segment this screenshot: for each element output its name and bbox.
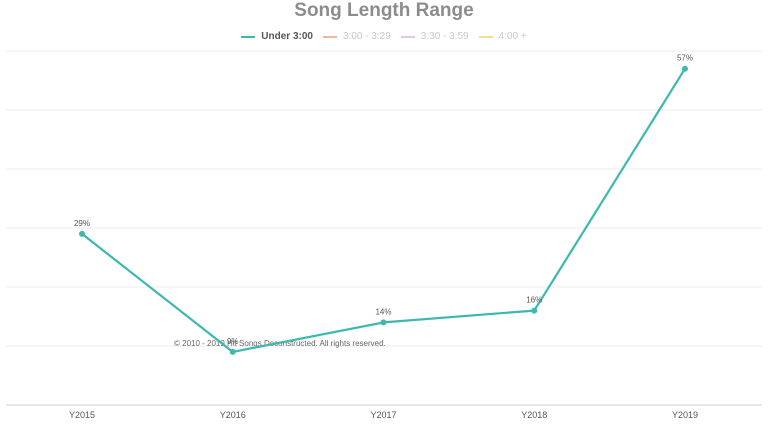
data-point[interactable]	[531, 307, 538, 314]
legend-item-under-3-00[interactable]: Under 3:00	[241, 30, 313, 44]
chart-legend: Under 3:00 3:00 - 3:29 3:30 - 3:59 4:00 …	[0, 30, 768, 44]
legend-label: 4:00 +	[498, 31, 527, 42]
x-tick-label: Y2016	[220, 410, 246, 420]
data-label: 29%	[74, 219, 90, 228]
x-tick-label: Y2018	[521, 410, 547, 420]
legend-swatch-3-30-3-59	[400, 36, 415, 38]
legend-item-3-30-3-59[interactable]: 3:30 - 3:59	[400, 30, 469, 44]
data-point[interactable]	[79, 230, 85, 237]
x-tick-label: Y2019	[672, 410, 698, 420]
gridlines	[6, 50, 762, 347]
legend-swatch-3-00-3-29	[322, 36, 337, 38]
x-axis-tick-labels: Y2015 Y2016 Y2017 Y2018 Y2019	[69, 410, 698, 420]
data-label: 14%	[375, 307, 391, 316]
data-point[interactable]	[682, 65, 688, 72]
chart-title: Song Length Range	[294, 0, 474, 21]
data-point[interactable]	[380, 319, 387, 326]
series-under-3-00: 29% 9% 14% 16% 57%	[74, 54, 693, 355]
legend-label: 3:00 - 3:29	[342, 31, 391, 42]
legend-item-3-00-3-29[interactable]: 3:00 - 3:29	[322, 30, 391, 44]
legend-swatch-4-00-plus	[478, 36, 493, 38]
legend-item-4-00-plus[interactable]: 4:00 +	[478, 30, 527, 44]
data-label: 16%	[526, 296, 542, 305]
data-label: 9%	[227, 337, 239, 346]
legend-label: 3:30 - 3:59	[420, 31, 469, 42]
data-point[interactable]	[229, 348, 236, 355]
legend-label: Under 3:00	[261, 31, 313, 42]
legend-swatch-under-3-00	[241, 36, 256, 38]
data-label: 57%	[677, 54, 693, 63]
x-tick-label: Y2017	[370, 410, 396, 420]
x-tick-label: Y2015	[69, 410, 95, 420]
